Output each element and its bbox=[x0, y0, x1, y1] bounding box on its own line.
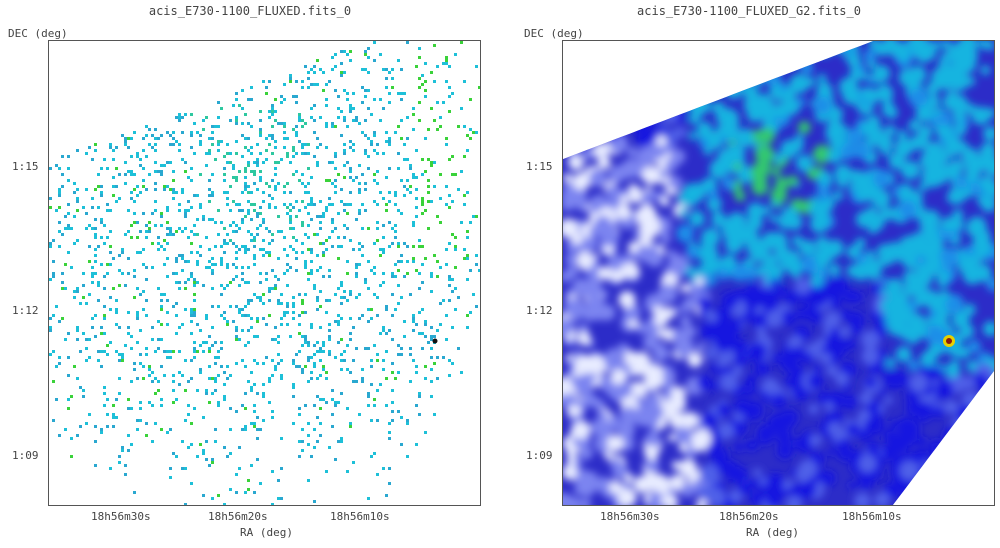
y-axis-label: DEC (deg) bbox=[524, 27, 584, 40]
fits-image-fluxed[interactable] bbox=[49, 41, 480, 505]
image-canvas[interactable] bbox=[48, 40, 481, 506]
x-tick-label: 18h56m20s bbox=[208, 510, 268, 523]
x-tick-label: 18h56m10s bbox=[842, 510, 902, 523]
x-axis-label: RA (deg) bbox=[746, 526, 799, 539]
smoothed-layer bbox=[563, 41, 994, 505]
point-source bbox=[432, 338, 438, 344]
point-source bbox=[946, 338, 952, 344]
x-tick-label: 18h56m30s bbox=[600, 510, 660, 523]
image-canvas[interactable] bbox=[562, 40, 995, 506]
y-tick-label: 1:12 bbox=[526, 304, 553, 317]
x-tick-label: 18h56m10s bbox=[330, 510, 390, 523]
fits-image-smoothed[interactable] bbox=[563, 41, 994, 505]
x-tick-label: 18h56m20s bbox=[719, 510, 779, 523]
x-tick-label: 18h56m30s bbox=[91, 510, 151, 523]
y-tick-label: 1:12 bbox=[12, 304, 39, 317]
image-panel-left: acis_E730-1100_FLUXED.fits_0 DEC (deg) 1… bbox=[8, 4, 481, 539]
y-tick-label: 1:09 bbox=[526, 449, 553, 462]
y-axis-label: DEC (deg) bbox=[8, 27, 68, 40]
image-panel-right: acis_E730-1100_FLUXED_G2.fits_0 DEC (deg… bbox=[514, 0, 1000, 548]
panel-title: acis_E730-1100_FLUXED.fits_0 bbox=[148, 4, 352, 18]
pixel-layer bbox=[49, 41, 480, 505]
y-tick-label: 1:09 bbox=[12, 449, 39, 462]
y-tick-label: 1:15 bbox=[12, 160, 39, 173]
y-tick-label: 1:15 bbox=[526, 160, 553, 173]
panel-title: acis_E730-1100_FLUXED_G2.fits_0 bbox=[637, 4, 861, 18]
x-axis-label: RA (deg) bbox=[240, 526, 293, 539]
